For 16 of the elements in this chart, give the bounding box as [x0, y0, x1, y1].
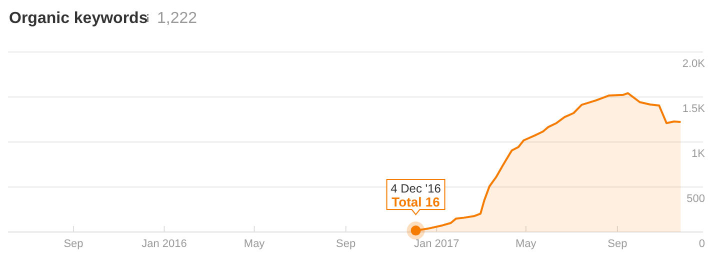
annotation: 4 Dec '16: [390, 182, 442, 196]
x-tick-label: May: [244, 238, 266, 250]
y-tick-label: 500: [686, 193, 705, 205]
x-tick-label: Sep: [64, 238, 84, 250]
y-tick-label: 0: [698, 238, 705, 250]
chart-title: Organic keywords: [9, 10, 148, 27]
x-tick-label: Sep: [608, 238, 628, 250]
y-tick-label: 1K: [692, 148, 706, 160]
chart-subtitle: 1,222: [157, 10, 198, 27]
y-tick-label: 1.5K: [682, 103, 706, 115]
annotation: Total 16: [392, 194, 440, 210]
x-tick-label: May: [516, 238, 537, 250]
x-tick-label: Jan 2016: [142, 238, 187, 250]
y-tick-label: 2.0K: [682, 58, 706, 70]
x-tick-label: Jan 2017: [414, 238, 460, 250]
x-tick-label: Sep: [336, 238, 356, 250]
